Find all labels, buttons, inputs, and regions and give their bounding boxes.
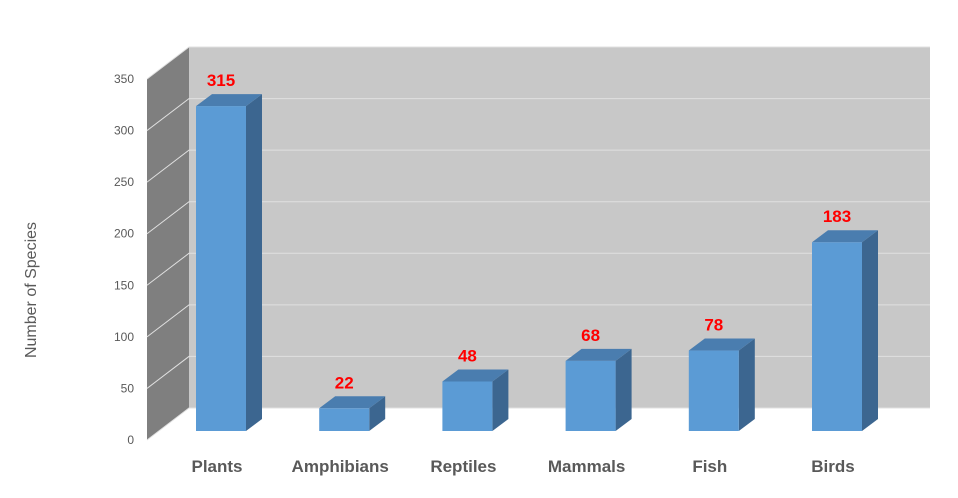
x-tick-label: Reptiles <box>430 457 496 476</box>
gridline <box>146 201 930 235</box>
y-tick-label: 200 <box>114 227 134 241</box>
gridline <box>146 46 930 80</box>
gridline <box>146 407 930 441</box>
x-tick-label: Amphibians <box>292 457 389 476</box>
gridline <box>146 149 930 183</box>
gridline <box>146 355 930 389</box>
bar-top <box>565 348 632 361</box>
bar-side <box>492 369 509 431</box>
gridline <box>146 304 930 338</box>
bar-side <box>369 396 386 431</box>
bar-front <box>812 242 862 431</box>
data-label: 78 <box>704 316 723 335</box>
y-axis-ticks: 0 50 100 150 200 250 300 350 <box>114 72 134 447</box>
bar-top <box>196 94 262 107</box>
data-label: 22 <box>335 373 354 392</box>
bar-front <box>196 106 246 431</box>
category-labels: Plants Amphibians Reptiles Mammals Fish Birds <box>191 457 854 476</box>
data-label: 183 <box>823 207 851 226</box>
gridline <box>146 98 930 131</box>
bar-front <box>442 381 493 431</box>
bar-side <box>615 348 632 431</box>
bar-fish <box>688 338 755 431</box>
gridlines <box>146 46 930 441</box>
data-labels: 315 22 48 68 78 183 <box>207 71 851 392</box>
bar-side <box>738 338 755 431</box>
y-tick-label: 0 <box>127 433 134 447</box>
y-tick-label: 350 <box>114 72 134 86</box>
chart-walls <box>147 47 930 440</box>
bar-top <box>812 230 878 243</box>
y-tick-label: 100 <box>114 330 134 344</box>
y-tick-label: 300 <box>114 124 134 138</box>
data-label: 48 <box>458 346 477 365</box>
x-tick-label: Plants <box>191 457 242 476</box>
y-tick-label: 50 <box>121 381 135 395</box>
bar-reptiles <box>442 369 509 431</box>
data-label: 68 <box>581 326 600 345</box>
bar-front <box>688 350 739 431</box>
gridline <box>146 252 930 286</box>
x-tick-label: Mammals <box>548 457 625 476</box>
y-tick-label: 250 <box>114 175 134 189</box>
x-tick-label: Fish <box>692 457 727 476</box>
y-axis-title: Number of Species <box>23 222 40 358</box>
back-wall <box>189 47 930 408</box>
bar-side <box>246 94 262 431</box>
bar-side <box>862 230 878 431</box>
bar-top <box>319 396 386 409</box>
side-wall <box>147 47 189 440</box>
bars <box>196 94 878 431</box>
bar-mammals <box>565 348 632 431</box>
y-tick-label: 150 <box>114 278 134 292</box>
data-label: 315 <box>207 71 235 90</box>
bar-front <box>319 408 370 431</box>
bar-birds <box>812 230 878 431</box>
bar-amphibians <box>319 396 386 431</box>
bar-top <box>688 338 755 351</box>
bar-front <box>565 360 616 431</box>
x-tick-label: Birds <box>811 457 854 476</box>
bar-plants <box>196 94 262 431</box>
bar-top <box>442 369 509 382</box>
